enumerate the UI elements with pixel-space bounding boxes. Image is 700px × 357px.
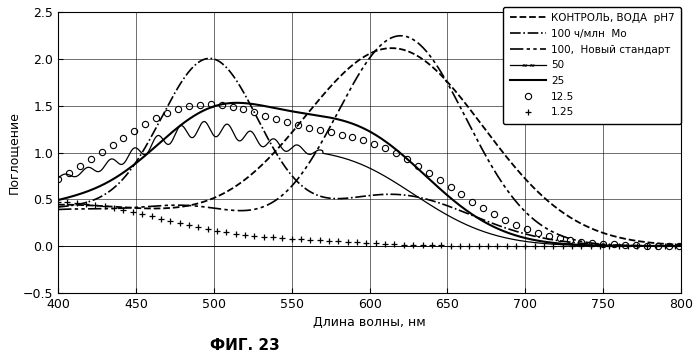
- Legend: КОНТРОЛЬ, ВОДА  pH7, 100 ч/млн  Мо, 100,  Новый стандарт, 50, 25, 12.5, 1.25: КОНТРОЛЬ, ВОДА pH7, 100 ч/млн Мо, 100, Н…: [503, 7, 681, 124]
- Y-axis label: Поглощение: Поглощение: [7, 111, 20, 194]
- X-axis label: Длина волны, нм: Длина волны, нм: [313, 316, 426, 329]
- Text: ФИГ. 23: ФИГ. 23: [210, 338, 280, 353]
